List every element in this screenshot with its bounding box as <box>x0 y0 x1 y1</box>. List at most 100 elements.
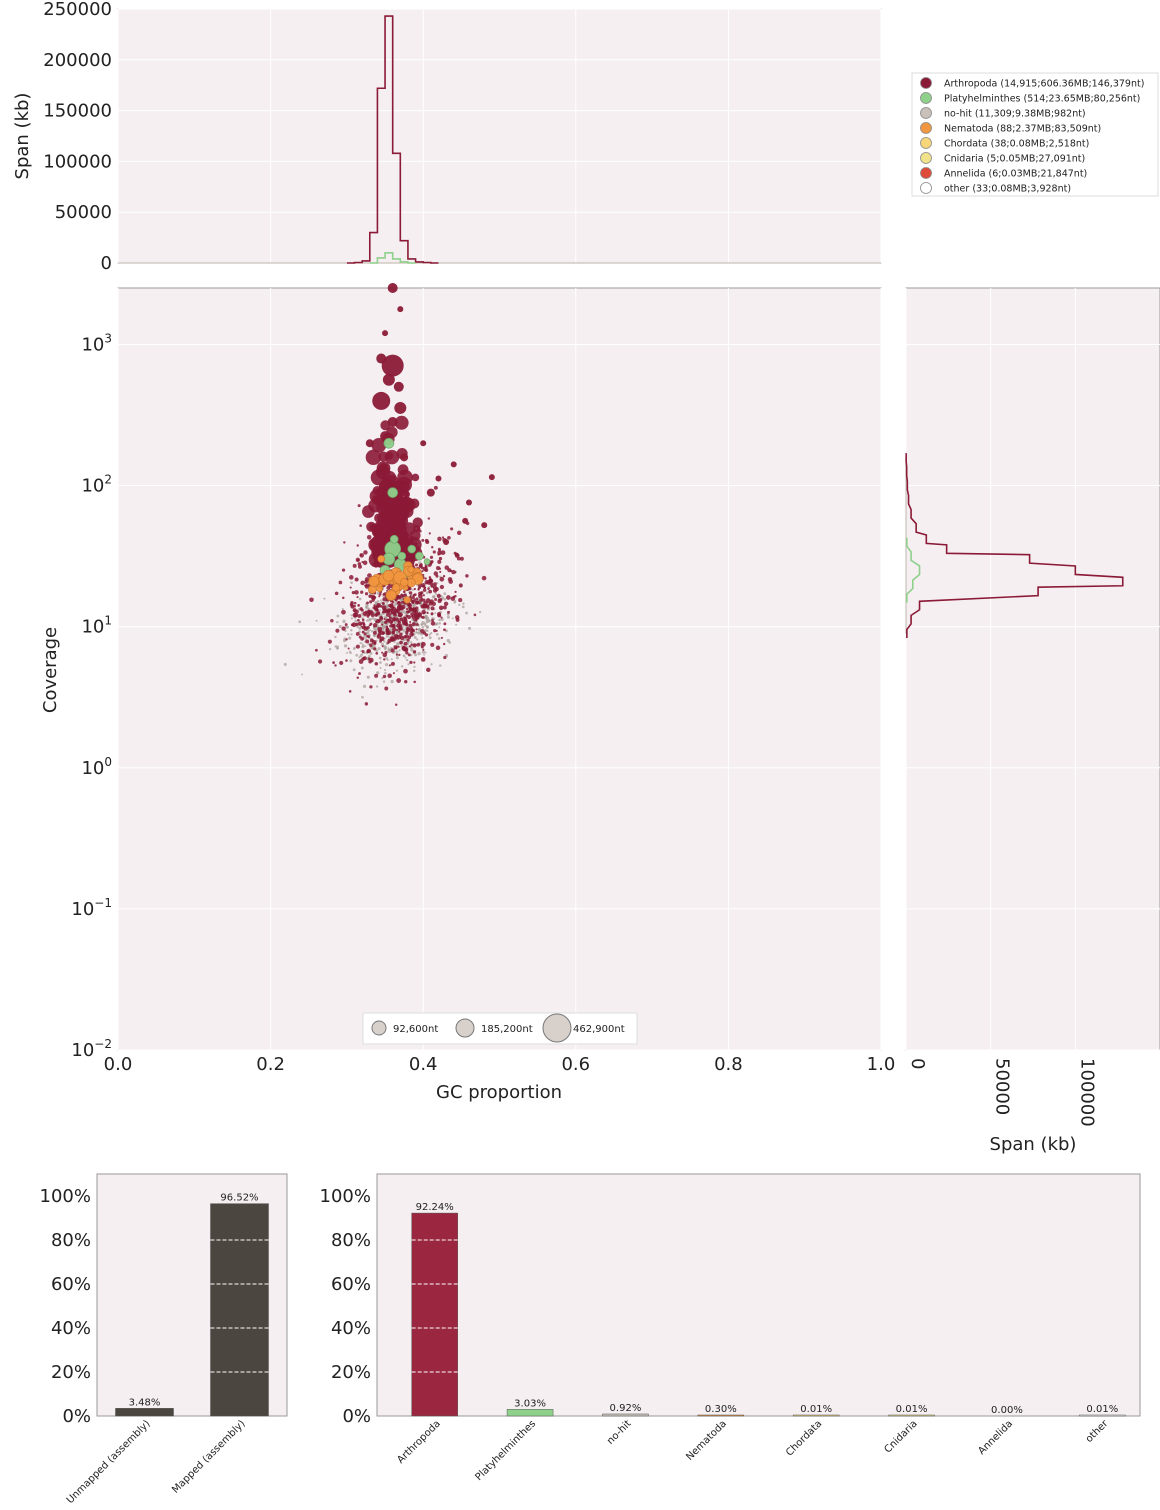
point-arthropoda <box>342 596 345 600</box>
point-no-hit <box>405 658 409 662</box>
point-arthropoda <box>363 622 366 625</box>
point-no-hit <box>451 617 454 620</box>
point-arthropoda <box>373 631 377 635</box>
point-arthropoda <box>367 609 372 615</box>
mapped-bar <box>115 1408 174 1417</box>
point-arthropoda <box>398 630 401 633</box>
point-no-hit <box>404 656 407 659</box>
taxa-value-label: 0.00% <box>991 1405 1023 1416</box>
point-arthropoda <box>390 623 393 626</box>
point-arthropoda <box>433 485 438 490</box>
point-no-hit <box>421 626 425 629</box>
point-arthropoda <box>401 646 406 651</box>
point-arthropoda <box>426 488 435 497</box>
point-arthropoda <box>362 611 367 616</box>
point-arthropoda <box>450 461 457 468</box>
point-no-hit <box>376 600 380 603</box>
point-arthropoda <box>434 587 439 592</box>
point-arthropoda <box>400 600 404 604</box>
point-arthropoda <box>364 579 369 584</box>
point-no-hit <box>425 591 429 595</box>
scatter-xtick-label: 0.0 <box>104 1054 133 1075</box>
point-no-hit <box>362 643 365 647</box>
point-no-hit <box>376 671 380 675</box>
point-arthropoda <box>365 639 370 644</box>
point-no-hit <box>424 629 428 633</box>
point-no-hit <box>416 638 419 641</box>
top-ytick-label: 100000 <box>43 151 112 172</box>
point-arthropoda <box>417 612 423 617</box>
point-arthropoda <box>453 551 457 555</box>
point-arthropoda <box>379 615 383 619</box>
point-arthropoda <box>335 628 340 633</box>
point-arthropoda <box>350 601 354 605</box>
point-no-hit <box>350 581 353 584</box>
point-arthropoda <box>396 628 399 632</box>
point-arthropoda <box>381 354 404 377</box>
point-arthropoda <box>442 642 446 646</box>
point-no-hit <box>438 626 441 629</box>
point-arthropoda <box>456 556 461 561</box>
point-arthropoda <box>408 605 412 610</box>
taxa-bar <box>1079 1414 1126 1417</box>
mapped-category-label: Mapped (assembly) <box>170 1418 247 1495</box>
point-arthropoda <box>427 517 431 520</box>
point-arthropoda <box>382 373 395 386</box>
point-arthropoda <box>341 609 346 615</box>
point-arthropoda <box>411 632 414 636</box>
point-arthropoda <box>356 544 359 547</box>
point-arthropoda <box>382 597 387 602</box>
taxa-category-label: other <box>1084 1418 1111 1445</box>
point-arthropoda <box>417 587 420 590</box>
point-no-hit <box>440 617 444 621</box>
point-arthropoda <box>431 619 434 622</box>
point-arthropoda <box>348 575 354 580</box>
point-arthropoda <box>366 535 372 540</box>
point-arthropoda <box>413 587 416 591</box>
scatter-ytick-label: 101 <box>81 614 112 638</box>
point-no-hit <box>298 620 302 624</box>
point-arthropoda <box>387 417 398 428</box>
point-arthropoda <box>381 651 384 654</box>
point-arthropoda <box>361 650 365 653</box>
point-arthropoda <box>374 519 390 535</box>
point-arthropoda <box>341 626 346 631</box>
point-arthropoda <box>447 577 453 582</box>
point-arthropoda <box>431 601 436 607</box>
point-no-hit <box>395 656 399 660</box>
point-arthropoda <box>421 609 426 615</box>
top-hist-line-platyhelminthes <box>369 252 416 264</box>
point-arthropoda <box>363 550 368 555</box>
scatter-ylabel: Coverage <box>40 627 61 713</box>
point-no-hit <box>350 629 353 632</box>
right-xtick-label: 100000 <box>1076 1058 1097 1127</box>
point-arthropoda <box>351 590 356 595</box>
point-arthropoda <box>368 624 372 627</box>
point-arthropoda <box>388 616 392 619</box>
legend-label: Platyhelminthes (514;23.65MB;80,256nt) <box>944 94 1140 105</box>
point-arthropoda <box>437 559 442 564</box>
point-arthropoda <box>447 535 451 540</box>
point-arthropoda <box>353 601 357 605</box>
point-arthropoda <box>408 623 413 628</box>
legend-label: Annelida (6;0.03MB;21,847nt) <box>944 169 1087 180</box>
point-arthropoda <box>397 645 400 648</box>
point-no-hit <box>347 633 350 636</box>
point-arthropoda <box>434 597 438 601</box>
point-no-hit <box>348 636 352 640</box>
point-arthropoda <box>409 626 413 630</box>
point-arthropoda <box>411 622 416 627</box>
point-no-hit <box>387 647 390 649</box>
point-arthropoda <box>428 532 431 535</box>
point-no-hit <box>424 614 428 619</box>
legend-label: Cnidaria (5;0.05MB;27,091nt) <box>944 154 1085 165</box>
point-arthropoda <box>409 620 412 624</box>
top-hist-yticks: 0 50000 100000 150000 200000 250000 <box>43 0 112 274</box>
taxa-value-label: 0.30% <box>705 1404 737 1415</box>
legend-marker <box>920 122 932 134</box>
point-no-hit <box>382 640 386 643</box>
point-no-hit <box>402 654 406 658</box>
point-no-hit <box>378 656 382 660</box>
point-no-hit <box>352 668 356 672</box>
point-arthropoda <box>408 645 412 648</box>
